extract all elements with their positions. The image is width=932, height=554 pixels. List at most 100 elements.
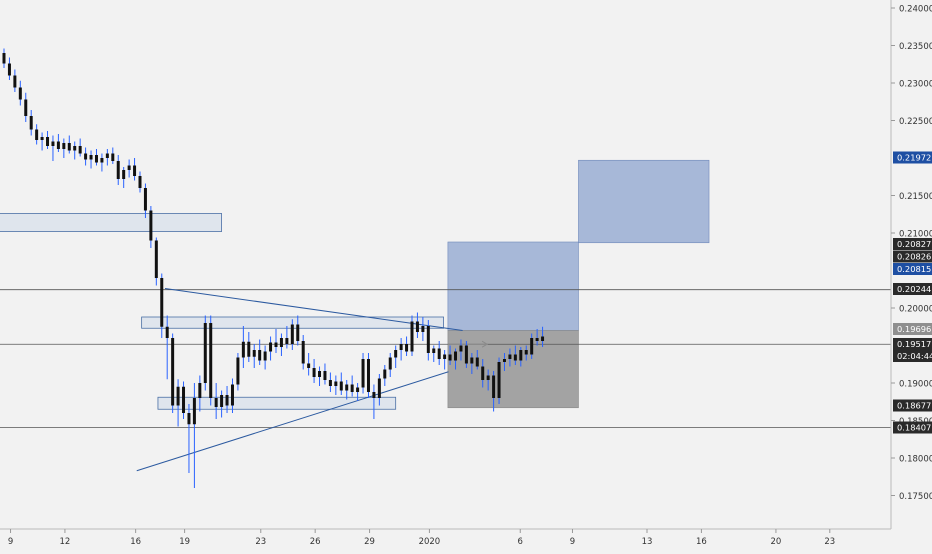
candle-body [356, 387, 360, 392]
price-badge-label: 0.20827 [897, 239, 931, 249]
price-badge-label: 0.20244 [897, 284, 931, 294]
candle-body [388, 357, 392, 370]
candle-body [138, 176, 142, 188]
countdown-label: 02:04:44 [897, 351, 932, 361]
time-tick-label: 16 [130, 537, 141, 547]
candle-body [323, 371, 327, 380]
stop-zone [447, 330, 579, 409]
time-tick-label: 12 [60, 537, 71, 547]
time-tick-label: 20 [771, 537, 782, 547]
candle-body [18, 87, 22, 100]
time-tick-label: 23 [255, 537, 266, 547]
candle-body [73, 146, 77, 151]
candle-body [198, 383, 202, 398]
candle-body [486, 375, 490, 380]
time-tick-label: 9 [570, 537, 575, 547]
candle-body [89, 155, 93, 160]
candle-body [209, 323, 213, 398]
candle-body [252, 350, 256, 357]
candle-body [94, 155, 98, 163]
candle-body [35, 129, 39, 140]
price-badge-label: 0.19696 [897, 324, 931, 334]
price-badge [893, 263, 932, 275]
candle-body [481, 366, 485, 380]
candle-body [263, 351, 267, 361]
candle-body [432, 348, 436, 353]
candle-body [296, 324, 300, 341]
price-tick-label: 0.22500 [899, 117, 932, 127]
candle-body [149, 210, 153, 241]
candle-body [502, 359, 506, 362]
candle-body [459, 345, 463, 352]
price-badge-label: 0.20815 [897, 264, 931, 274]
candle-body [236, 357, 240, 385]
candle-body [443, 354, 447, 359]
candle-body [535, 338, 539, 341]
candle-body [171, 338, 175, 406]
time-tick-label: 9 [8, 537, 13, 547]
time-tick-label: 23 [824, 537, 835, 547]
price-badge [893, 283, 932, 295]
time-tick-label: 2020 [419, 537, 441, 547]
price-tick-label: 0.21000 [899, 230, 932, 240]
price-tick-label: 0.17500 [899, 492, 932, 502]
candle-body [334, 381, 338, 386]
candle-body [225, 395, 229, 406]
candle-body [269, 342, 273, 352]
candle-body [127, 165, 131, 170]
candle-body [366, 359, 370, 392]
candle-body [437, 348, 441, 359]
price-badge [893, 238, 932, 250]
candle-body [143, 188, 147, 211]
candle-body [13, 75, 17, 88]
time-tick-label: 29 [364, 537, 375, 547]
candle-body [78, 146, 82, 154]
price-badge [893, 151, 932, 164]
candle-body [165, 326, 169, 338]
candle-body [258, 350, 262, 361]
price-badge [893, 250, 932, 263]
price-badge-label: 0.19517 [897, 339, 931, 349]
countdown-badge [893, 350, 932, 362]
price-tick-label: 0.20000 [899, 305, 932, 315]
candle-body [421, 326, 425, 332]
candle-body [301, 341, 305, 364]
candle-body [399, 344, 403, 350]
candle-body [133, 165, 137, 176]
candle-body [56, 141, 60, 149]
candle-body [154, 240, 158, 278]
price-badge [893, 323, 932, 335]
candle-body [230, 384, 234, 406]
candle-body [372, 392, 376, 398]
price-tick-label: 0.23500 [899, 42, 932, 52]
candle-body [524, 350, 528, 355]
candle-body [383, 369, 387, 379]
price-tick-label: 0.18000 [899, 455, 932, 465]
price-badge-label: 0.18407 [897, 423, 931, 433]
candle-body [454, 351, 458, 361]
candle-body [51, 141, 55, 146]
candle-body [46, 137, 50, 146]
time-tick-label: 26 [310, 537, 321, 547]
candle-body [24, 99, 28, 116]
candle-body [405, 344, 409, 352]
candle-body [116, 161, 120, 179]
time-tick-label: 13 [642, 537, 653, 547]
time-tick-label: 6 [518, 537, 523, 547]
candle-body [62, 143, 66, 149]
price-tick-label: 0.24000 [899, 5, 932, 15]
candle-body [508, 354, 512, 359]
candle-body [220, 395, 224, 407]
candle-body [203, 323, 207, 383]
candle-body [318, 371, 322, 377]
projection-arrow-head [481, 340, 489, 348]
candle-body [426, 326, 430, 353]
candle-body [377, 378, 381, 398]
candle-body [100, 158, 104, 163]
candle-body [394, 350, 398, 358]
candle-body [448, 354, 452, 361]
candle-body [2, 53, 6, 64]
candle-body [214, 398, 218, 407]
